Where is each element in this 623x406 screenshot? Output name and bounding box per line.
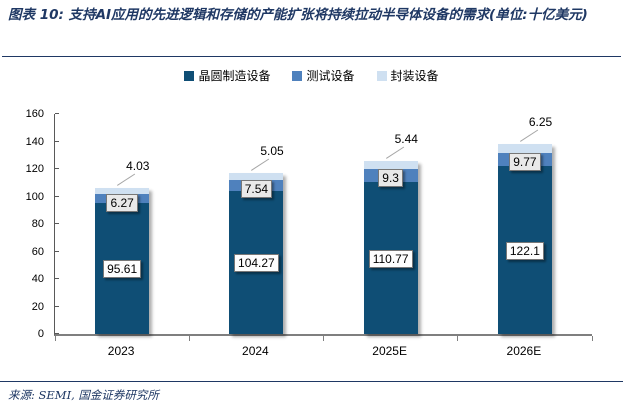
data-label-wafer: 95.61 (55, 260, 189, 279)
y-axis-tick-label: 0 (37, 328, 44, 340)
stacked-bar-chart: 95.61 6.27 4.03 104.27 7.54 5.05 110.77 9.3 5.44… (0, 100, 623, 362)
legend-label-test: 测试设备 (306, 69, 355, 83)
bar-segment-封装设备 (229, 173, 284, 181)
x-axis-category-label: 2026E (506, 344, 542, 358)
data-label-packaging: 5.05 (260, 144, 284, 159)
y-axis-tick-mark (55, 113, 59, 114)
data-label-test: 9.3 (324, 168, 458, 187)
bar-2025E (363, 161, 418, 334)
x-axis-category-label: 2023 (107, 344, 135, 358)
data-label-value: 95.61 (103, 260, 142, 279)
plot-area: 95.61 6.27 4.03 104.27 7.54 5.05 110.77 9.3 5.44… (54, 113, 593, 341)
x-axis-category-label: 2025E (372, 344, 407, 358)
title-divider-line (2, 56, 621, 57)
y-axis-tick-mark (55, 140, 59, 142)
chart-title: 图表 10: 支持AI应用的先进逻辑和存储的产能扩张将持续拉动半导体设备的需求(… (8, 7, 588, 23)
y-axis-tick-label: 140 (25, 135, 44, 148)
data-label-value: 122.1 (505, 242, 544, 261)
data-label-test: 9.77 (458, 152, 592, 171)
data-label-leader-line (385, 147, 404, 160)
legend-item-wafer-equipment: 晶圆制造设备 (184, 67, 270, 84)
bar-segment-封装设备 (95, 188, 150, 194)
legend-swatch-packaging-icon (376, 70, 387, 81)
data-label-packaging: 4.03 (126, 159, 150, 174)
data-label-test: 6.27 (55, 193, 189, 212)
x-axis-tick-mark (188, 336, 190, 341)
y-axis-tick-label: 100 (25, 190, 44, 203)
data-label-wafer: 122.1 (458, 242, 592, 261)
data-label-value: 9.77 (509, 152, 541, 171)
y-axis-tick-mark (55, 223, 59, 224)
data-label-value: 6.27 (106, 193, 138, 212)
y-axis-tick-mark (55, 278, 59, 279)
x-axis-tick-mark (457, 336, 459, 341)
y-axis-tick-label: 80 (31, 218, 44, 230)
data-label-wafer: 104.27 (189, 254, 323, 273)
data-label-leader-line (251, 158, 270, 172)
data-label-value: 9.3 (378, 168, 403, 187)
legend-swatch-test-icon (292, 70, 303, 81)
data-label-leader-line (519, 129, 539, 142)
y-axis-tick-mark (55, 250, 59, 252)
data-label-packaging: 5.44 (394, 132, 418, 147)
legend-label-packaging: 封装设备 (390, 69, 439, 83)
legend-item-packaging-equipment: 封装设备 (376, 67, 439, 84)
y-axis-tick-label: 120 (25, 163, 44, 175)
y-axis-tick-mark (55, 195, 59, 197)
source-note: 来源: SEMI, 国金证券研究所 (8, 388, 159, 402)
y-axis-tick-label: 20 (31, 300, 44, 313)
data-label-leader-line (117, 173, 136, 187)
footer-divider-line (0, 381, 623, 382)
data-label-value: 110.77 (368, 249, 413, 268)
y-axis-tick-mark (55, 305, 59, 307)
bar-segment-封装设备 (497, 144, 552, 153)
y-axis-tick-mark (55, 333, 59, 334)
legend-label-wafer: 晶圆制造设备 (198, 69, 271, 83)
x-axis-tick-mark (323, 336, 324, 341)
y-axis-tick-label: 40 (31, 273, 44, 285)
data-label-value: 104.27 (234, 254, 279, 273)
x-axis-tick-mark (54, 336, 56, 341)
bar-2026E (497, 144, 552, 334)
chart-legend: 晶圆制造设备 测试设备 封装设备 (0, 67, 623, 84)
x-axis-tick-mark (591, 336, 593, 341)
x-axis-category-label: 2024 (242, 344, 269, 358)
data-label-test: 7.54 (189, 180, 323, 199)
legend-item-test-equipment: 测试设备 (292, 67, 355, 84)
data-label-value: 7.54 (240, 180, 273, 199)
legend-swatch-wafer-icon (184, 70, 195, 81)
y-axis-tick-mark (55, 168, 59, 169)
data-label-wafer: 110.77 (324, 249, 458, 268)
y-axis-tick-label: 60 (31, 245, 44, 258)
bar-segment-封装设备 (363, 161, 418, 169)
y-axis-tick-label: 160 (25, 108, 44, 120)
data-label-packaging: 6.25 (528, 115, 553, 130)
